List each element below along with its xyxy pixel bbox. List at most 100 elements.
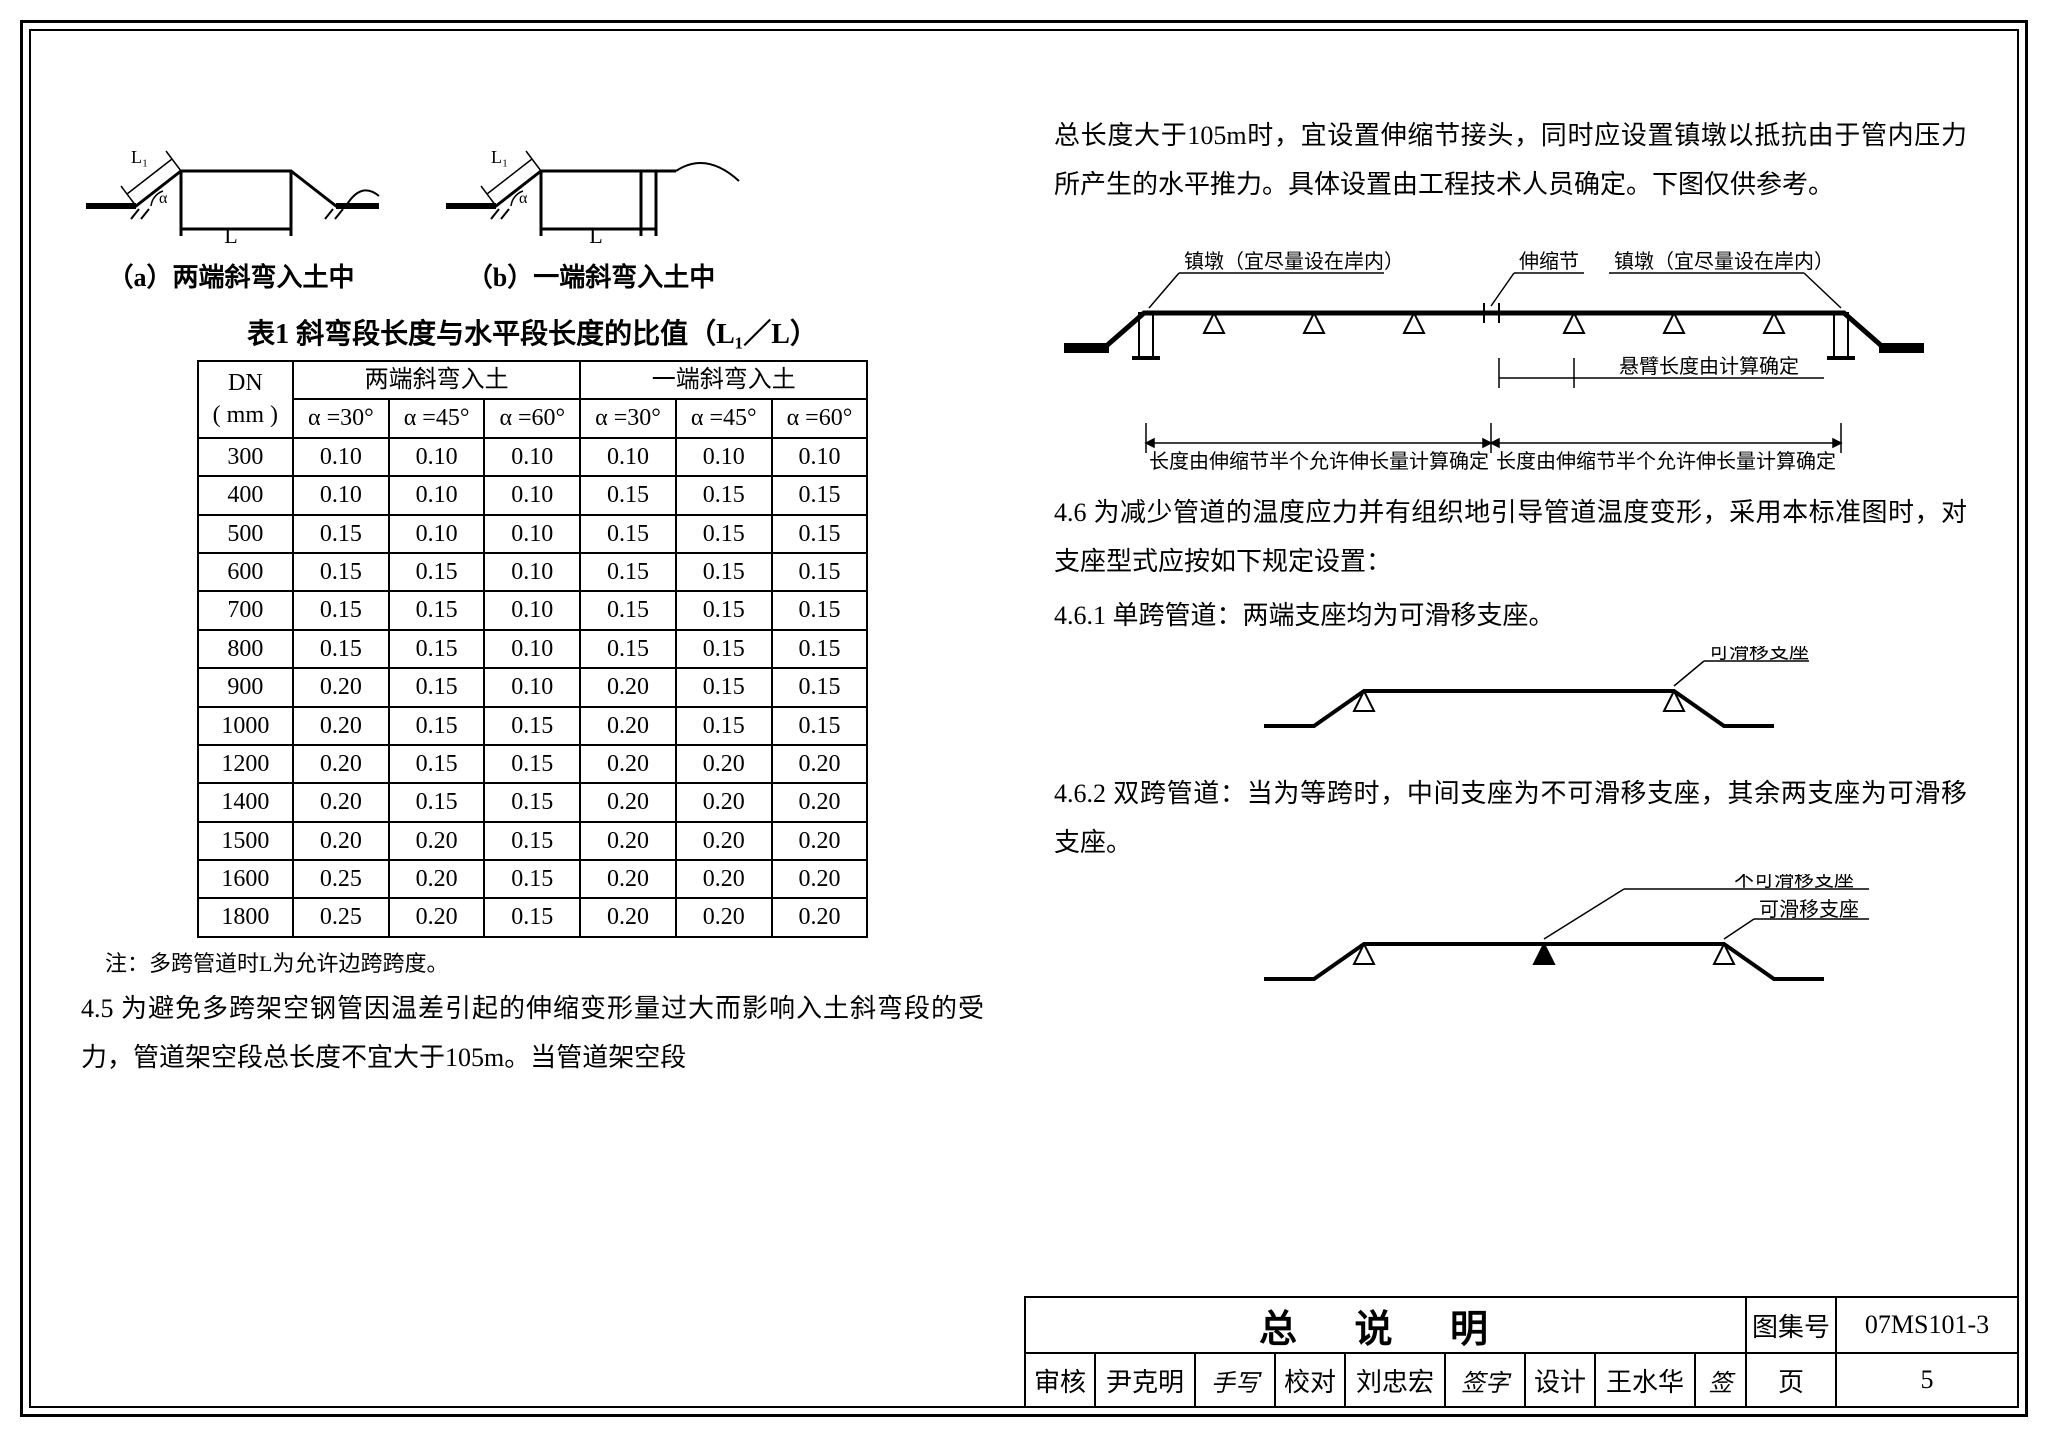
table-cell: 0.10	[676, 438, 772, 476]
table-cell: 0.10	[484, 476, 580, 514]
drawing-title: 总 说 明	[1026, 1298, 1747, 1352]
table-cell: 0.20	[389, 822, 485, 860]
label-len-left: 长度由伸缩节半个允许伸长量计算确定	[1149, 450, 1489, 473]
diagram-b: L L₁ α （b）一端斜弯入土中	[441, 141, 741, 294]
table-cell: 0.10	[389, 476, 485, 514]
th-angle: α =45°	[676, 399, 772, 437]
table-cell: 0.15	[676, 476, 772, 514]
table-row: 4000.100.100.100.150.150.15	[198, 476, 868, 514]
page-label: 页	[1747, 1354, 1837, 1406]
diagram-a: L L₁ α （a）两端斜弯入土中	[81, 141, 381, 294]
design-sign: 签	[1696, 1354, 1747, 1406]
th-angle: α =30°	[580, 399, 676, 437]
table-cell: 1600	[198, 860, 293, 898]
table-cell: 0.15	[676, 668, 772, 706]
th-angle: α =60°	[484, 399, 580, 437]
table-cell: 500	[198, 515, 293, 553]
table-cell: 0.15	[772, 515, 868, 553]
label-L-b: L	[589, 223, 602, 248]
table-cell: 0.15	[772, 553, 868, 591]
table-cell: 0.20	[580, 822, 676, 860]
table-cell: 0.10	[772, 438, 868, 476]
design-name: 王水华	[1596, 1354, 1696, 1406]
table-row: 6000.150.150.100.150.150.15	[198, 553, 868, 591]
table-cell: 0.20	[676, 860, 772, 898]
table-row: 10000.200.150.150.200.150.15	[198, 707, 868, 745]
design-label: 设计	[1526, 1354, 1596, 1406]
angle-row: α =30° α =45° α =60° α =30° α =45° α =60…	[198, 399, 868, 437]
table-cell: 0.15	[772, 668, 868, 706]
table-cell: 0.20	[772, 783, 868, 821]
table-cell: 600	[198, 553, 293, 591]
table-body: 3000.100.100.100.100.100.104000.100.100.…	[198, 438, 868, 937]
th-angle: α =60°	[772, 399, 868, 437]
drawset-label: 图集号	[1747, 1298, 1837, 1352]
table-cell: 0.15	[389, 745, 485, 783]
label-fixed: 不可滑移支座	[1734, 874, 1854, 891]
diagram-b-svg: L L₁ α	[441, 141, 741, 251]
table-cell: 0.20	[676, 783, 772, 821]
table-cell: 0.20	[772, 745, 868, 783]
diagram-a-svg: L L₁ α	[81, 141, 381, 251]
table-row: 16000.250.200.150.200.200.20	[198, 860, 868, 898]
table-cell: 0.15	[293, 515, 389, 553]
table-note: 注：多跨管道时L为允许边跨跨度。	[105, 946, 984, 978]
table-row: 7000.150.150.100.150.150.15	[198, 591, 868, 629]
inner-frame: L L₁ α （a）两端斜弯入土中	[29, 29, 2019, 1408]
double-span-svg: 不可滑移支座 可滑移支座	[1254, 874, 1874, 1014]
table-cell: 0.15	[389, 707, 485, 745]
table-row: 5000.150.100.100.150.150.15	[198, 515, 868, 553]
table-cell: 0.10	[580, 438, 676, 476]
table-cell: 0.20	[580, 745, 676, 783]
table-cell: 0.20	[389, 898, 485, 936]
title-block: 总 说 明 图集号 07MS101-3 审核 尹克明 手写 校对 刘忠宏 签字 …	[1024, 1296, 2017, 1406]
table-cell: 0.20	[293, 745, 389, 783]
label-alpha-b: α	[519, 190, 528, 207]
label-cantilever: 悬臂长度由计算确定	[1619, 355, 1799, 378]
table-cell: 0.15	[676, 515, 772, 553]
table-cell: 0.15	[293, 553, 389, 591]
table-cell: 0.20	[389, 860, 485, 898]
bend-diagrams-row: L L₁ α （a）两端斜弯入土中	[81, 141, 984, 294]
label-L1: L₁	[131, 147, 148, 167]
table-cell: 0.15	[484, 707, 580, 745]
table-cell: 0.15	[484, 898, 580, 936]
table-cell: 0.20	[772, 860, 868, 898]
table-row: 12000.200.150.150.200.200.20	[198, 745, 868, 783]
table-cell: 0.15	[580, 591, 676, 629]
table-cell: 0.15	[293, 591, 389, 629]
table-cell: 0.20	[580, 707, 676, 745]
left-column: L L₁ α （a）两端斜弯入土中	[31, 31, 1024, 1296]
page-value: 5	[1837, 1354, 2017, 1406]
table-cell: 0.20	[676, 822, 772, 860]
label-exp-joint: 伸缩节	[1519, 250, 1579, 273]
table-cell: 800	[198, 630, 293, 668]
para-4-6-2: 4.6.2 双跨管道：当为等跨时，中间支座为不可滑移支座，其余两支座为可滑移支座…	[1054, 769, 1967, 868]
review-label: 审核	[1026, 1354, 1096, 1406]
label-anchor-r: 镇墩（宜尽量设在岸内）	[1614, 250, 1834, 273]
label-slide: 可滑移支座	[1709, 646, 1809, 663]
table-cell: 0.10	[484, 553, 580, 591]
right-column: 总长度大于105m时，宜设置伸缩节接头，同时应设置镇墩以抵抗由于管内压力所产生的…	[1024, 31, 2017, 1296]
review-sign: 手写	[1196, 1354, 1276, 1406]
table-cell: 0.15	[389, 668, 485, 706]
table-cell: 0.15	[389, 591, 485, 629]
table-title: 表1 斜弯段长度与水平段长度的比值（L₁／L）	[81, 312, 984, 352]
table-cell: 0.15	[580, 553, 676, 591]
table-cell: 0.10	[484, 630, 580, 668]
table-cell: 0.15	[484, 783, 580, 821]
diagram-b-caption: （b）一端斜弯入土中	[441, 257, 741, 294]
th-dn: DN ( mm )	[198, 361, 293, 438]
table-cell: 0.10	[484, 438, 580, 476]
label-anchor-l: 镇墩（宜尽量设在岸内）	[1184, 250, 1404, 273]
single-span-diagram: 可滑移支座	[1254, 646, 1967, 761]
label-L: L	[224, 223, 237, 248]
th-angle: α =45°	[389, 399, 485, 437]
para-4-6-1: 4.6.1 单跨管道：两端支座均为可滑移支座。	[1054, 591, 1967, 640]
table-cell: 0.20	[293, 707, 389, 745]
table-row: 8000.150.150.100.150.150.15	[198, 630, 868, 668]
table-cell: 0.20	[293, 668, 389, 706]
table-cell: 0.15	[484, 822, 580, 860]
table-cell: 0.10	[484, 591, 580, 629]
table-cell: 0.20	[580, 898, 676, 936]
